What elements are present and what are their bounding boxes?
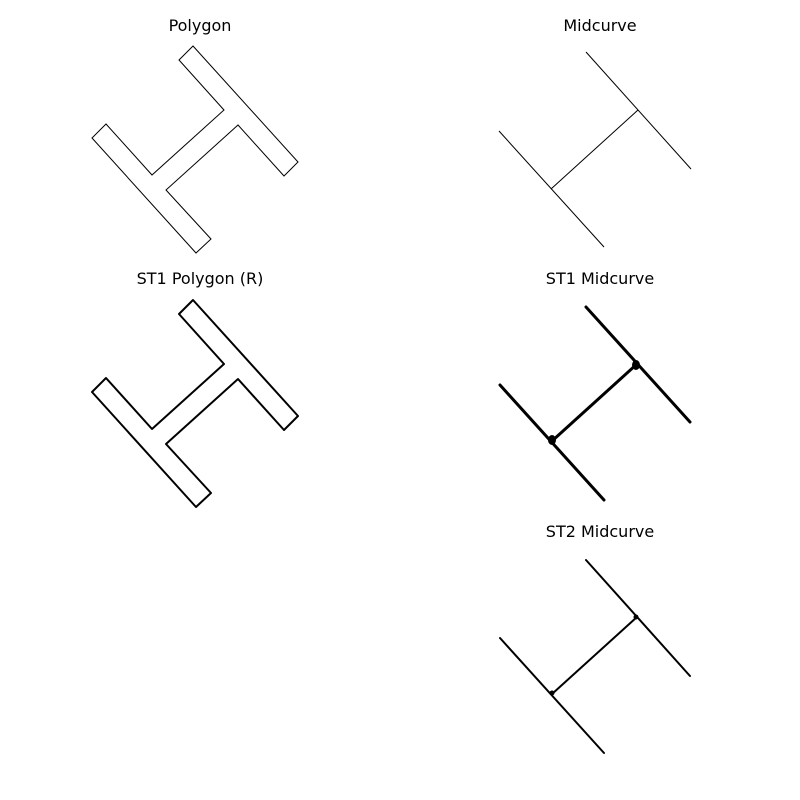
st1-midcurve-junction-lower	[548, 435, 556, 445]
panel-title-st1-polygon: ST1 Polygon (R)	[136, 269, 264, 288]
st1-midcurve-right-flange	[584, 305, 692, 424]
polygon-outline	[91, 45, 299, 254]
st1-midcurve-left-flange	[498, 383, 606, 502]
st2-midcurve-panel	[499, 559, 691, 754]
panel-title-st2-midcurve: ST2 Midcurve	[545, 522, 655, 541]
st1-polygon-outline	[91, 299, 299, 508]
midcurve-right-flange	[585, 51, 692, 170]
panel-title-st1-midcurve: ST1 Midcurve	[545, 269, 655, 288]
panel-title-polygon: Polygon	[168, 16, 232, 35]
st1-midcurve-web	[550, 362, 639, 443]
midcurve-left-flange	[498, 130, 605, 248]
st2-midcurve-junction-lower	[549, 690, 555, 696]
st2-midcurve-junction-upper	[633, 614, 639, 620]
st2-midcurve-right-flange	[585, 559, 691, 677]
polygon-panel	[91, 45, 299, 254]
st1-midcurve-panel	[498, 305, 692, 502]
st2-midcurve-web	[551, 616, 638, 695]
st2-midcurve-left-flange	[499, 637, 605, 754]
midcurve-web	[550, 109, 639, 190]
midcurve-panel	[498, 51, 692, 248]
st1-midcurve-junction-upper	[632, 360, 640, 370]
st1-polygon-panel	[91, 299, 299, 508]
panel-title-midcurve: Midcurve	[563, 16, 637, 35]
